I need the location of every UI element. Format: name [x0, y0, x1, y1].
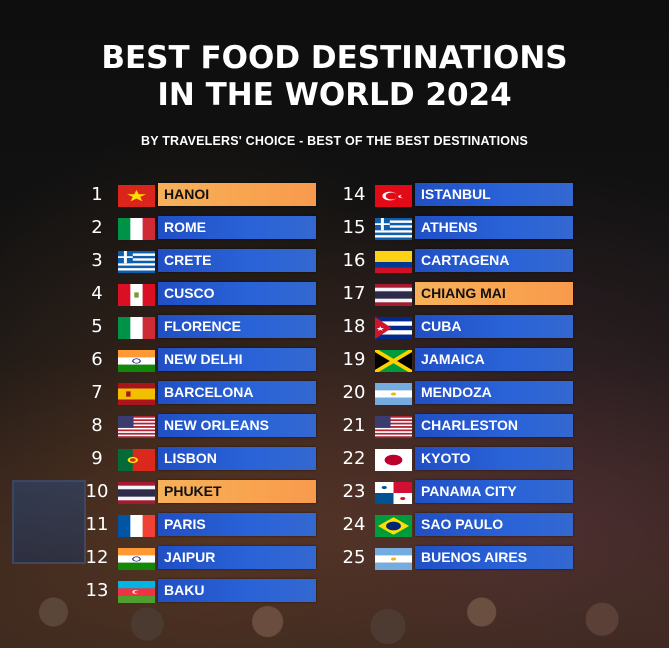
- city-label: BUENOS AIRES: [415, 546, 573, 569]
- india-flag-icon: [118, 548, 155, 570]
- rank-number: 10: [85, 481, 109, 502]
- city-label: BAKU: [158, 579, 316, 602]
- rank-number: 4: [91, 283, 103, 304]
- rank-number: 5: [91, 316, 103, 337]
- italy-flag-icon: [118, 218, 155, 240]
- thailand-flag-icon: [375, 284, 412, 306]
- rank-number: 14: [342, 184, 366, 205]
- rank-number: 1: [91, 184, 103, 205]
- cuba-flag-icon: [375, 317, 412, 339]
- city-label: CRETE: [158, 249, 316, 272]
- azerbaijan-flag-icon: [118, 581, 155, 603]
- city-label: CHIANG MAI: [415, 282, 573, 305]
- rank-number: 25: [342, 547, 366, 568]
- panama-flag-icon: [375, 482, 412, 504]
- japan-flag-icon: [375, 449, 412, 471]
- rank-number: 7: [91, 382, 103, 403]
- city-label: CUSCO: [158, 282, 316, 305]
- city-label: PANAMA CITY: [415, 480, 573, 503]
- rank-number: 24: [342, 514, 366, 535]
- page-title: BEST FOOD DESTINATIONS IN THE WORLD 2024: [0, 40, 669, 114]
- spain-flag-icon: [118, 383, 155, 405]
- title-line-1: BEST FOOD DESTINATIONS: [101, 40, 568, 76]
- rank-number: 23: [342, 481, 366, 502]
- city-label: FLORENCE: [158, 315, 316, 338]
- turkey-flag-icon: [375, 185, 412, 207]
- rank-number: 20: [342, 382, 366, 403]
- greece-flag-icon: [375, 218, 412, 240]
- city-label: ISTANBUL: [415, 183, 573, 206]
- city-label: JAIPUR: [158, 546, 316, 569]
- argentina-flag-icon: [375, 548, 412, 570]
- city-label: CUBA: [415, 315, 573, 338]
- city-label: JAMAICA: [415, 348, 573, 371]
- city-label: NEW ORLEANS: [158, 414, 316, 437]
- usa-flag-icon: [375, 416, 412, 438]
- rank-number: 12: [85, 547, 109, 568]
- rank-number: 9: [91, 448, 103, 469]
- jamaica-flag-icon: [375, 350, 412, 372]
- argentina-flag-icon: [375, 383, 412, 405]
- thailand-flag-icon: [118, 482, 155, 504]
- city-label: LISBON: [158, 447, 316, 470]
- city-label: BARCELONA: [158, 381, 316, 404]
- city-label: PHUKET: [158, 480, 316, 503]
- title-line-2: IN THE WORLD 2024: [157, 77, 512, 113]
- rank-number: 21: [342, 415, 366, 436]
- rank-number: 16: [342, 250, 366, 271]
- rank-number: 6: [91, 349, 103, 370]
- rank-number: 13: [85, 580, 109, 601]
- city-label: ROME: [158, 216, 316, 239]
- city-label: ATHENS: [415, 216, 573, 239]
- peru-flag-icon: [118, 284, 155, 306]
- city-label: CHARLESTON: [415, 414, 573, 437]
- page-subtitle: BY TRAVELERS' CHOICE - BEST OF THE BEST …: [140, 134, 528, 148]
- rank-number: 3: [91, 250, 103, 271]
- portugal-flag-icon: [118, 449, 155, 471]
- colombia-flag-icon: [375, 251, 412, 273]
- rank-number: 8: [91, 415, 103, 436]
- india-flag-icon: [118, 350, 155, 372]
- brazil-flag-icon: [375, 515, 412, 537]
- france-flag-icon: [118, 515, 155, 537]
- rank-number: 18: [342, 316, 366, 337]
- vietnam-flag-icon: [118, 185, 155, 207]
- city-label: NEW DELHI: [158, 348, 316, 371]
- usa-flag-icon: [118, 416, 155, 438]
- rank-number: 17: [342, 283, 366, 304]
- rank-number: 22: [342, 448, 366, 469]
- rank-number: 2: [91, 217, 103, 238]
- city-label: HANOI: [158, 183, 316, 206]
- rank-number: 15: [342, 217, 366, 238]
- italy-flag-icon: [118, 317, 155, 339]
- city-label: KYOTO: [415, 447, 573, 470]
- city-label: CARTAGENA: [415, 249, 573, 272]
- rank-number: 19: [342, 349, 366, 370]
- city-label: MENDOZA: [415, 381, 573, 404]
- rank-number: 11: [85, 514, 109, 535]
- street-sign: [12, 480, 86, 564]
- greece-flag-icon: [118, 251, 155, 273]
- city-label: SAO PAULO: [415, 513, 573, 536]
- city-label: PARIS: [158, 513, 316, 536]
